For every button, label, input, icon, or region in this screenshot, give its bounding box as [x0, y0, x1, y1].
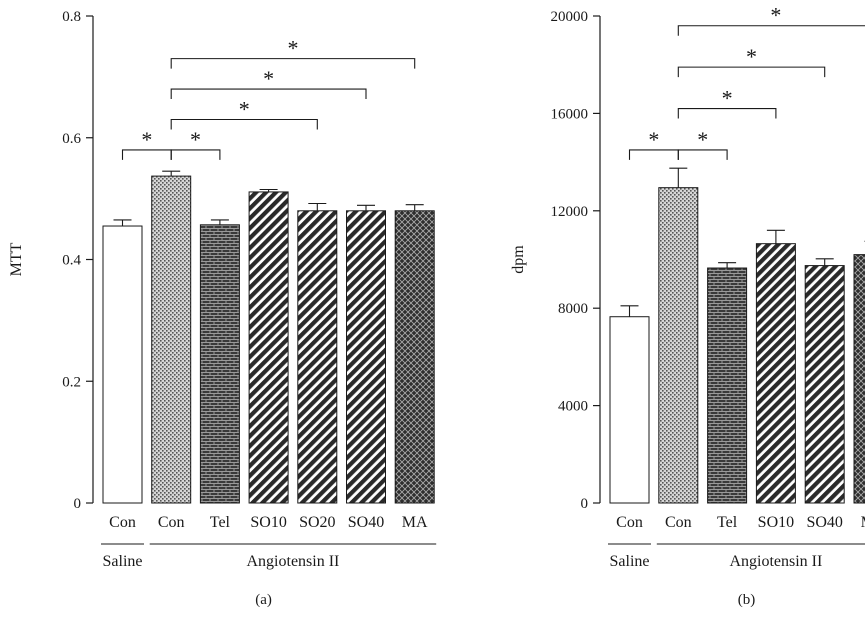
significance-star: * — [263, 66, 274, 91]
category-label: Con — [109, 514, 136, 531]
significance-star: * — [722, 86, 733, 111]
significance-star: * — [648, 127, 659, 152]
significance-bracket — [677, 25, 865, 36]
significance-star: * — [141, 127, 152, 152]
y-tick-label: 0.2 — [62, 374, 81, 390]
panel-label: (b) — [738, 592, 756, 608]
group-label: Saline — [610, 553, 650, 570]
group-label: Saline — [103, 553, 143, 570]
bar — [755, 243, 796, 504]
y-tick-label: 0.8 — [62, 9, 81, 25]
significance-star: * — [770, 3, 781, 28]
bar — [707, 267, 748, 504]
panel-b: 0 4000 8000 12000 16000 20000 dpm Con Con Tel SO10… — [510, 3, 865, 608]
panel-a: 0 0.2 0.4 0.6 0.8 MTT Con Con Tel SO10 SO20 SO40 MA S… — [8, 9, 437, 608]
y-tick-label: 4000 — [558, 399, 588, 415]
category-label: Con — [665, 514, 692, 531]
significance-bracket — [677, 149, 728, 160]
y-tick-label: 0 — [74, 496, 82, 512]
significance-bracket — [170, 58, 416, 69]
bar — [151, 175, 192, 504]
significance-bracket — [170, 118, 318, 130]
category-label: MA — [861, 514, 865, 531]
y-tick-label: 0.6 — [62, 131, 81, 147]
category-label: SO40 — [348, 514, 384, 531]
bar — [297, 210, 338, 504]
significance-bracket — [677, 107, 777, 119]
bar — [658, 187, 699, 504]
bar — [804, 265, 845, 504]
significance-bracket — [170, 149, 221, 160]
category-label: Tel — [210, 514, 231, 531]
bar — [248, 191, 289, 504]
bar — [102, 225, 143, 504]
significance-star: * — [746, 44, 757, 69]
category-label: Con — [158, 514, 185, 531]
significance-star: * — [287, 36, 298, 61]
y-axis-title: MTT — [8, 242, 25, 276]
significance-bracket — [677, 66, 826, 78]
group-label: Angiotensin II — [729, 553, 822, 570]
y-tick-label: 20000 — [551, 9, 589, 25]
category-label: Con — [616, 514, 643, 531]
y-tick-label: 16000 — [551, 106, 589, 122]
y-tick-label: 0.4 — [62, 253, 81, 269]
bar — [199, 224, 240, 504]
significance-star: * — [697, 127, 708, 152]
category-label: SO20 — [299, 514, 335, 531]
category-label: SO10 — [250, 514, 286, 531]
category-label: MA — [402, 514, 428, 531]
y-tick-label: 8000 — [558, 301, 588, 317]
group-label: Angiotensin II — [247, 553, 340, 570]
panel-label: (a) — [255, 592, 272, 608]
y-tick-label: 0 — [581, 496, 589, 512]
bar — [609, 316, 650, 504]
category-label: Tel — [717, 514, 738, 531]
category-label: SO40 — [806, 514, 842, 531]
category-label: SO10 — [758, 514, 794, 531]
bar — [346, 210, 386, 504]
bar — [853, 254, 865, 504]
significance-star: * — [239, 96, 250, 121]
bar — [394, 210, 435, 504]
significance-star: * — [190, 127, 201, 152]
significance-bracket — [170, 88, 367, 100]
y-tick-label: 12000 — [551, 204, 589, 220]
y-axis-title: dpm — [510, 245, 527, 274]
